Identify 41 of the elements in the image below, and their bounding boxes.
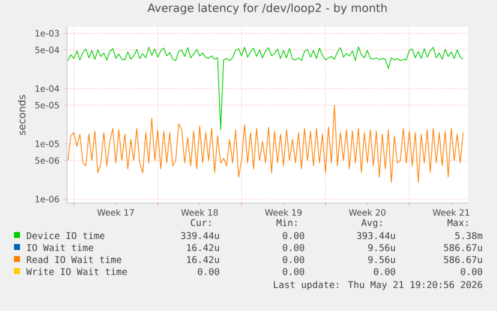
text: 0.00 bbox=[198, 268, 220, 276]
legend-label: Read IO Wait time bbox=[26, 256, 122, 264]
legend-label: Device IO time bbox=[26, 232, 104, 240]
text: 0.00 bbox=[282, 268, 304, 276]
y-tick-label: 1e-04 bbox=[36, 85, 60, 92]
text: Max: bbox=[448, 219, 468, 226]
text: 16.42u bbox=[187, 256, 219, 264]
text: 16.42u bbox=[187, 244, 219, 252]
line-series bbox=[68, 104, 464, 183]
text: 586.67u bbox=[444, 244, 482, 252]
x-tick-label: Week 18 bbox=[181, 209, 218, 216]
chart-title: Average latency for /dev/loop2 - by month bbox=[148, 3, 387, 14]
text: 5.38m bbox=[455, 232, 482, 240]
text: Cur: bbox=[190, 219, 210, 226]
y-tick-label: 1e-06 bbox=[36, 196, 60, 202]
x-tick-label: Week 21 bbox=[432, 209, 470, 216]
y-tick-label: 5e-06 bbox=[35, 157, 60, 164]
legend-label: IO Wait time bbox=[27, 244, 94, 252]
x-tick-label: Week 17 bbox=[97, 209, 134, 216]
y-tick-label: 5e-05 bbox=[35, 102, 59, 108]
x-tick-label: Week 20 bbox=[348, 209, 386, 216]
text: 9.56u bbox=[368, 256, 395, 264]
text: 0.00 bbox=[282, 232, 304, 240]
y-axis-title: seconds bbox=[18, 95, 26, 135]
text: 586.67u bbox=[444, 256, 482, 264]
x-tick-label: Week 19 bbox=[265, 209, 302, 216]
text: 0.00 bbox=[374, 268, 396, 276]
y-tick-label: 5e-04 bbox=[35, 46, 60, 54]
text: 393.44u bbox=[357, 232, 395, 240]
text: Last update: Thu May 21 19:20:56 2026 bbox=[274, 280, 482, 290]
legend-label: Write IO Wait time bbox=[26, 268, 127, 276]
y-tick-label: 1e-05 bbox=[36, 140, 59, 148]
text: 0.00 bbox=[460, 268, 482, 276]
line-series bbox=[68, 46, 464, 130]
text: 0.00 bbox=[282, 244, 304, 252]
text: 0.00 bbox=[282, 256, 304, 264]
text: 9.56u bbox=[368, 244, 395, 252]
y-tick-label: 1e-03 bbox=[36, 30, 59, 37]
text: Min: bbox=[276, 218, 296, 226]
text: Avg: bbox=[361, 219, 382, 228]
text: 339.44u bbox=[181, 232, 219, 240]
